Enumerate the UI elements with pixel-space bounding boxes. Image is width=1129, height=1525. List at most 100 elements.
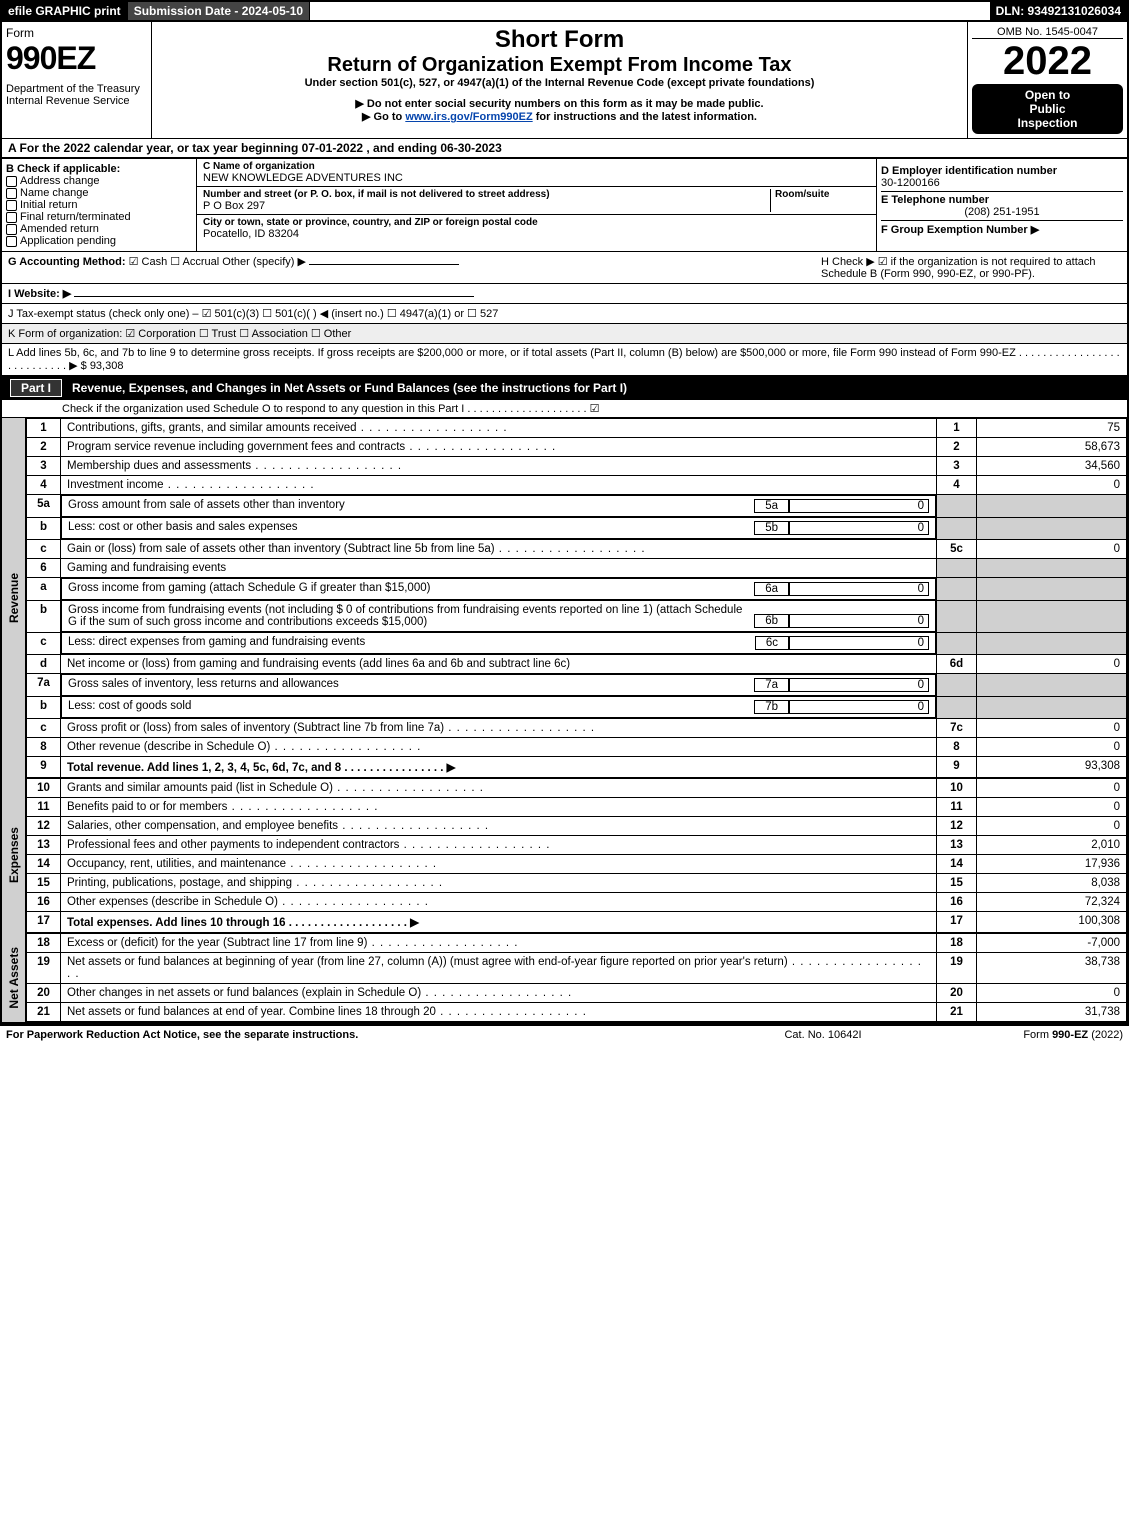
- row-g: G Accounting Method: ☑ Cash ☐ Accrual Ot…: [8, 255, 821, 280]
- website-label: I Website: ▶: [8, 288, 71, 300]
- line-17: 17Total expenses. Add lines 10 through 1…: [27, 912, 1127, 933]
- form-header: Form 990EZ Department of the Treasury In…: [0, 22, 1129, 138]
- section-a: A For the 2022 calendar year, or tax yea…: [0, 138, 1129, 159]
- city-block: City or town, state or province, country…: [197, 215, 876, 242]
- part1-name: Part I: [10, 379, 62, 397]
- short-form-title: Short Form: [156, 26, 963, 54]
- header-left: Form 990EZ Department of the Treasury In…: [2, 22, 152, 138]
- tax-year: 2022: [972, 39, 1123, 84]
- line-12: 12Salaries, other compensation, and empl…: [27, 817, 1127, 836]
- line-7a: 7aGross sales of inventory, less returns…: [27, 674, 1127, 697]
- info-grid: B Check if applicable: Address change Na…: [0, 159, 1129, 252]
- gross-receipts: L Add lines 5b, 6c, and 7b to line 9 to …: [8, 347, 1121, 372]
- row-k: K Form of organization: ☑ Corporation ☐ …: [0, 324, 1129, 344]
- line-15: 15Printing, publications, postage, and s…: [27, 874, 1127, 893]
- open-line2: Public: [976, 102, 1119, 116]
- expenses-vtab-label: Expenses: [7, 827, 21, 883]
- chk-label-initial: Initial return: [20, 199, 77, 211]
- line-21: 21Net assets or fund balances at end of …: [27, 1003, 1127, 1022]
- line-1: 1Contributions, gifts, grants, and simil…: [27, 419, 1127, 438]
- chk-amended[interactable]: Amended return: [6, 223, 192, 235]
- col-b-header: B Check if applicable:: [6, 163, 192, 175]
- group-exemption: F Group Exemption Number ▶: [881, 221, 1123, 238]
- efile-label: efile GRAPHIC print: [8, 4, 121, 18]
- line-6c: cLess: direct expenses from gaming and f…: [27, 632, 1127, 655]
- chk-final-return[interactable]: Final return/terminated: [6, 211, 192, 223]
- line-5a: 5aGross amount from sale of assets other…: [27, 495, 1127, 518]
- chk-label-address: Address change: [20, 175, 100, 187]
- line-6: 6Gaming and fundraising events: [27, 559, 1127, 578]
- netassets-vtab: Net Assets: [2, 933, 26, 1022]
- org-name-label: C Name of organization: [203, 161, 870, 172]
- expenses-table: 10Grants and similar amounts paid (list …: [26, 778, 1127, 933]
- line-7c: cGross profit or (loss) from sales of in…: [27, 719, 1127, 738]
- efile-badge: efile GRAPHIC print: [2, 2, 128, 20]
- chk-name-change[interactable]: Name change: [6, 187, 192, 199]
- chk-address-change[interactable]: Address change: [6, 175, 192, 187]
- ein-value: 30-1200166: [881, 177, 1123, 189]
- part1-check-line: Check if the organization used Schedule …: [2, 400, 1127, 418]
- g-label: G Accounting Method:: [8, 256, 126, 268]
- dept-treasury: Department of the Treasury: [6, 83, 147, 95]
- page-footer: For Paperwork Reduction Act Notice, see …: [0, 1024, 1129, 1044]
- revenue-section: Revenue 1Contributions, gifts, grants, a…: [0, 418, 1129, 778]
- header-mid: Short Form Return of Organization Exempt…: [152, 22, 967, 138]
- group-exemption-label: F Group Exemption Number ▶: [881, 223, 1123, 236]
- return-title: Return of Organization Exempt From Incom…: [156, 54, 963, 77]
- street-block: Number and street (or P. O. box, if mail…: [197, 187, 876, 215]
- row-i: I Website: ▶: [0, 284, 1129, 304]
- footer-center: Cat. No. 10642I: [723, 1029, 923, 1041]
- footer-right: Form 990-EZ (2022): [923, 1029, 1123, 1041]
- chk-pending[interactable]: Application pending: [6, 235, 192, 247]
- col-c: C Name of organization NEW KNOWLEDGE ADV…: [197, 159, 877, 251]
- line-3: 3Membership dues and assessments334,560: [27, 457, 1127, 476]
- line-7b: bLess: cost of goods sold7b0: [27, 696, 1127, 719]
- dln: DLN: 93492131026034: [990, 2, 1127, 20]
- phone-label: E Telephone number: [881, 194, 1123, 206]
- netassets-section: Net Assets 18Excess or (deficit) for the…: [0, 933, 1129, 1024]
- room-label: Room/suite: [775, 189, 870, 200]
- line-5b: bLess: cost or other basis and sales exp…: [27, 517, 1127, 540]
- ssn-warning: ▶ Do not enter social security numbers o…: [156, 97, 963, 110]
- g-options: ☑ Cash ☐ Accrual Other (specify) ▶: [129, 256, 306, 268]
- row-j: J Tax-exempt status (check only one) – ☑…: [0, 304, 1129, 324]
- part1-title: Revenue, Expenses, and Changes in Net As…: [72, 381, 1119, 395]
- ein-block: D Employer identification number 30-1200…: [881, 163, 1123, 192]
- line-6d: dNet income or (loss) from gaming and fu…: [27, 655, 1127, 674]
- line-4: 4Investment income40: [27, 476, 1127, 495]
- line-5c: cGain or (loss) from sale of assets othe…: [27, 540, 1127, 559]
- revenue-vtab: Revenue: [2, 418, 26, 778]
- form-of-org: K Form of organization: ☑ Corporation ☐ …: [8, 327, 1121, 340]
- header-right: OMB No. 1545-0047 2022 Open to Public In…: [967, 22, 1127, 138]
- line-10: 10Grants and similar amounts paid (list …: [27, 779, 1127, 798]
- line-14: 14Occupancy, rent, utilities, and mainte…: [27, 855, 1127, 874]
- line-16: 16Other expenses (describe in Schedule O…: [27, 893, 1127, 912]
- chk-initial-return[interactable]: Initial return: [6, 199, 192, 211]
- line-8: 8Other revenue (describe in Schedule O)8…: [27, 738, 1127, 757]
- submission-date: Submission Date - 2024-05-10: [128, 2, 310, 20]
- line-20: 20Other changes in net assets or fund ba…: [27, 984, 1127, 1003]
- street-value: P O Box 297: [203, 200, 770, 212]
- city-label: City or town, state or province, country…: [203, 217, 870, 228]
- open-line1: Open to: [976, 88, 1119, 102]
- expenses-section: Expenses 10Grants and similar amounts pa…: [0, 778, 1129, 933]
- city-value: Pocatello, ID 83204: [203, 228, 870, 240]
- line-19: 19Net assets or fund balances at beginni…: [27, 953, 1127, 984]
- org-name-value: NEW KNOWLEDGE ADVENTURES INC: [203, 172, 870, 184]
- line-6a: aGross income from gaming (attach Schedu…: [27, 578, 1127, 601]
- line-9: 9Total revenue. Add lines 1, 2, 3, 4, 5c…: [27, 757, 1127, 778]
- chk-label-amended: Amended return: [20, 223, 99, 235]
- irs-url[interactable]: www.irs.gov/Form990EZ: [405, 111, 532, 123]
- revenue-table: 1Contributions, gifts, grants, and simil…: [26, 418, 1127, 778]
- goto-link[interactable]: ▶ Go to www.irs.gov/Form990EZ for instru…: [156, 110, 963, 123]
- netassets-vtab-label: Net Assets: [7, 947, 21, 1009]
- footer-left: For Paperwork Reduction Act Notice, see …: [6, 1029, 723, 1041]
- top-bar: efile GRAPHIC print Submission Date - 20…: [0, 0, 1129, 22]
- street-label: Number and street (or P. O. box, if mail…: [203, 189, 770, 200]
- col-d: D Employer identification number 30-1200…: [877, 159, 1127, 251]
- expenses-vtab: Expenses: [2, 778, 26, 933]
- open-to-public: Open to Public Inspection: [972, 84, 1123, 134]
- open-line3: Inspection: [976, 116, 1119, 130]
- under-section: Under section 501(c), 527, or 4947(a)(1)…: [156, 77, 963, 89]
- form-word: Form: [6, 26, 147, 40]
